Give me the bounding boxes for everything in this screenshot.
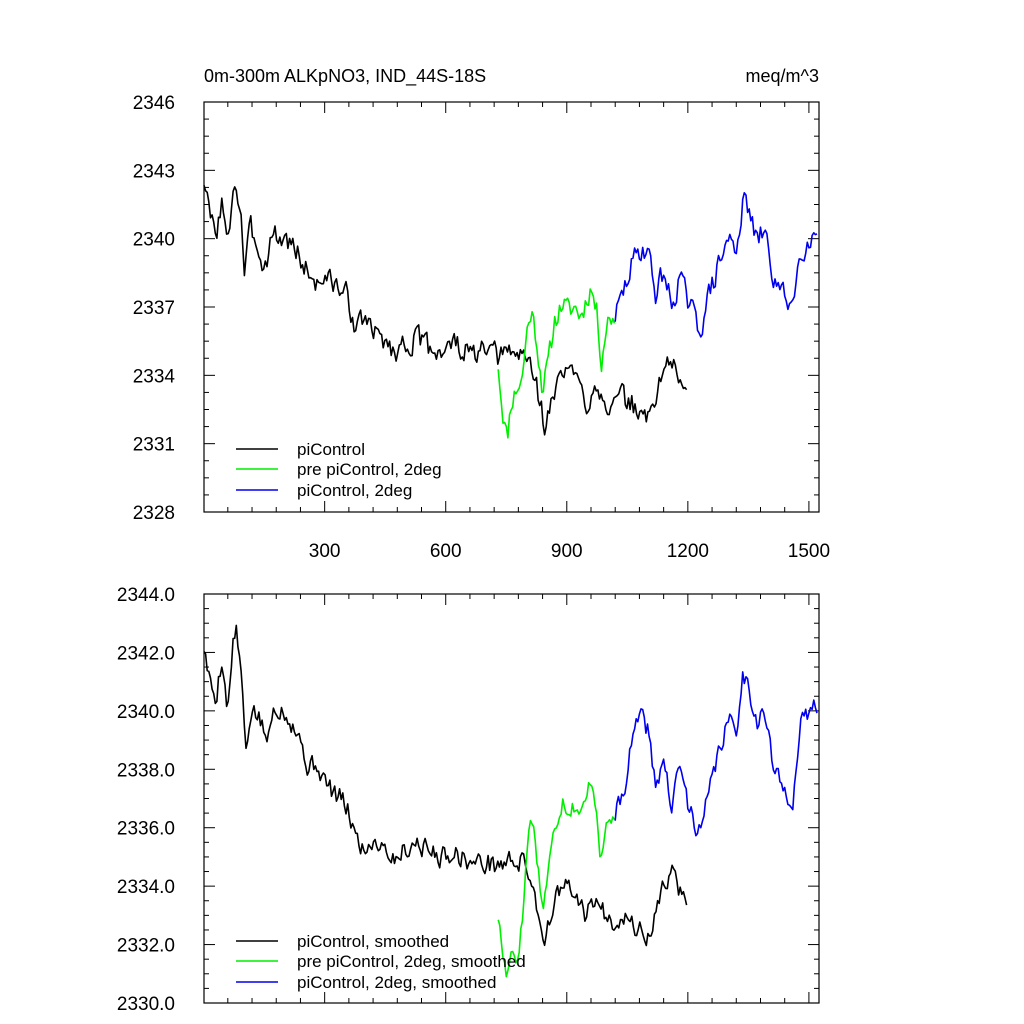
top-legend: piControl pre piControl, 2deg piControl,… <box>236 440 442 500</box>
x-tick-label: 1200 <box>667 541 709 562</box>
y-tick-label: 2340.0 <box>117 702 175 723</box>
y-tick-label: 2334.0 <box>117 877 175 898</box>
y-tick-label: 2340 <box>133 230 175 251</box>
legend-label-picontrol-2deg: piControl, 2deg <box>297 481 412 500</box>
y-tick-label: 2328 <box>133 503 175 524</box>
legend-label-pre-picontrol-smoothed: pre piControl, 2deg, smoothed <box>297 952 526 971</box>
legend-label-picontrol-2deg-smoothed: piControl, 2deg, smoothed <box>297 973 496 992</box>
legend-label-pre-picontrol: pre piControl, 2deg <box>297 460 442 479</box>
top-series-group <box>203 185 818 439</box>
y-tick-label: 2331 <box>133 435 175 456</box>
bottom-legend: piControl, smoothed pre piControl, 2deg,… <box>236 932 526 992</box>
series-line-picontrol-2deg <box>614 192 818 338</box>
series-line-picontrol-2deg-smoothed <box>614 671 818 837</box>
y-tick-label: 2338.0 <box>117 760 175 781</box>
y-tick-label: 2336.0 <box>117 819 175 840</box>
series-line-picontrol <box>203 185 688 436</box>
y-tick-label: 2343 <box>133 161 175 182</box>
series-line-pre-picontrol-2deg-smoothed <box>497 781 616 978</box>
top-title: 0m-300m ALKpNO3, IND_44S-18S <box>204 66 486 87</box>
x-tick-label: 1500 <box>788 541 830 562</box>
series-line-picontrol-smoothed <box>203 624 688 947</box>
x-tick-label: 300 <box>309 541 341 562</box>
y-tick-label: 2344.0 <box>117 585 175 606</box>
legend-label-picontrol: piControl <box>297 440 365 459</box>
top-plot-frame <box>203 101 820 513</box>
bottom-plot-frame <box>203 593 820 1004</box>
bottom-series-group <box>203 624 818 978</box>
bottom-panel: 2330.0 2332.0 2334.0 2336.0 2338.0 2340.0 2342… <box>117 585 820 1015</box>
top-axis-ticks: 2328 2331 2334 2337 2340 2343 2346 300 600 900 120… <box>133 93 830 562</box>
y-tick-label: 2330.0 <box>117 994 175 1015</box>
x-tick-label: 900 <box>551 541 583 562</box>
x-tick-label: 600 <box>430 541 462 562</box>
series-line-pre-picontrol-2deg <box>497 288 616 439</box>
bottom-axis-ticks: 2330.0 2332.0 2334.0 2336.0 2338.0 2340.0 2342… <box>117 585 819 1015</box>
y-tick-label: 2346 <box>133 93 175 114</box>
top-panel: 0m-300m ALKpNO3, IND_44S-18S meq/m^3 232… <box>133 66 830 562</box>
y-tick-label: 2337 <box>133 298 175 319</box>
y-tick-label: 2332.0 <box>117 936 175 957</box>
top-units-label: meq/m^3 <box>746 66 819 86</box>
y-tick-label: 2334 <box>133 366 176 387</box>
legend-label-picontrol-smoothed: piControl, smoothed <box>297 932 449 951</box>
y-tick-label: 2342.0 <box>117 643 175 664</box>
